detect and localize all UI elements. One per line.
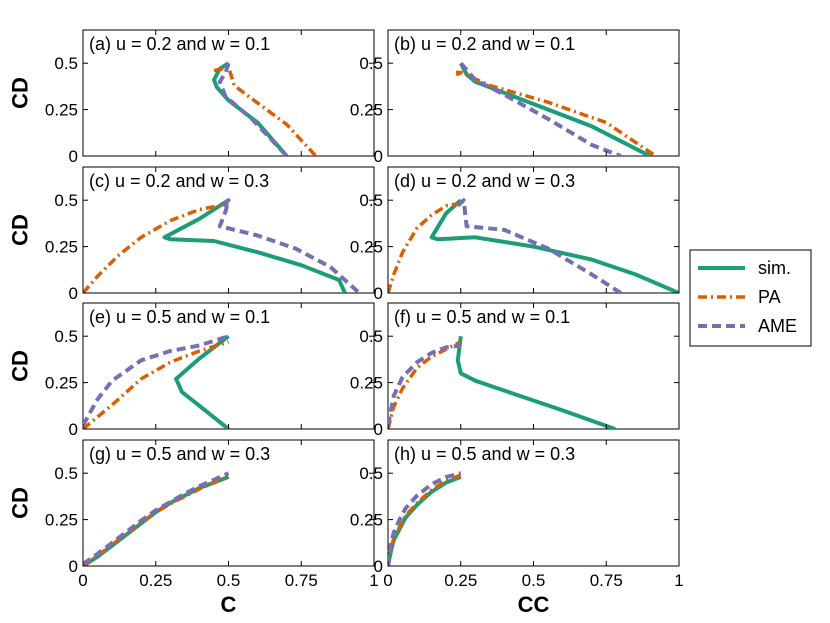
plot-frame: [387, 302, 680, 430]
x-tick-label: 1: [674, 571, 683, 590]
y-tick-label: 0: [69, 420, 78, 439]
y-tick-label: 0.5: [359, 327, 383, 346]
subplot-c: 0 0.25 0.5 (c) u = 0.2 and w = 0.3 CD: [8, 166, 375, 303]
y-tick-label: 0.25: [45, 374, 78, 393]
y-tick-label: 0.25: [45, 101, 78, 120]
subplot-title: (g) u = 0.5 and w = 0.3: [89, 444, 270, 464]
y-tick-label: 0.25: [45, 511, 78, 530]
subplot-title: (b) u = 0.2 and w = 0.1: [394, 34, 575, 54]
series-group: [388, 471, 462, 566]
x-tick-label: 0.25: [444, 571, 477, 590]
y-tick-label: 0: [69, 557, 78, 576]
series-line-sim: [429, 198, 679, 293]
y-tick-label: 0.5: [359, 191, 383, 210]
series-line-sim: [174, 334, 230, 429]
y-tick-label: 0.5: [54, 327, 78, 346]
y-tick-label: 0: [69, 147, 78, 166]
legend-label: AME: [758, 316, 797, 336]
legend-label: PA: [758, 287, 781, 307]
series-line-ame: [388, 471, 462, 566]
series-group: [388, 335, 616, 429]
series-group: [83, 471, 230, 566]
series-line-ame: [83, 471, 230, 566]
y-tick-label: 0.5: [359, 54, 383, 73]
subplot-title: (f) u = 0.5 and w = 0.1: [394, 307, 570, 327]
subplot-title: (d) u = 0.2 and w = 0.3: [394, 171, 575, 191]
x-tick-label: 0: [78, 571, 87, 590]
x-tick-label: 0.25: [139, 571, 172, 590]
legend-label: sim.: [758, 258, 791, 278]
subplot-e: 0 0.25 0.5 (e) u = 0.5 and w = 0.1 CD: [8, 302, 375, 439]
x-axis-title: C: [221, 592, 237, 617]
x-tick-label: 0.5: [522, 571, 546, 590]
series-group: [212, 61, 318, 156]
x-tick-label: 0: [383, 571, 392, 590]
y-tick-label: 0.25: [350, 511, 383, 530]
x-tick-label: 0.75: [590, 571, 623, 590]
series-line-ame: [456, 198, 622, 293]
y-tick-label: 0.25: [45, 238, 78, 257]
subplot-title: (a) u = 0.2 and w = 0.1: [89, 34, 270, 54]
series-line-ame: [388, 343, 462, 426]
x-tick-label: 1: [369, 571, 378, 590]
subplot-g: 0 0.25 0.5 0 0.25 0.5 0.75 1 (g) u = 0.5 and w =…: [8, 439, 379, 617]
plot-frame: [387, 29, 680, 157]
series-line-sim: [459, 62, 651, 156]
y-tick-label: 0.25: [350, 238, 383, 257]
y-axis-title: CD: [8, 350, 33, 382]
subplot-h: 0 0.25 0.5 0 0.25 0.5 0.75 1 (h) u = 0.5 and w =…: [350, 439, 684, 617]
subplot-f: 0 0.25 0.5 (f) u = 0.5 and w = 0.1: [350, 302, 680, 439]
legend: sim. PA AME: [689, 249, 812, 347]
y-tick-label: 0.5: [359, 464, 383, 483]
x-axis-title: CC: [518, 592, 550, 617]
series-line-pa: [388, 202, 459, 293]
series-line-ame: [217, 62, 289, 156]
series-line-sim: [455, 335, 616, 429]
series-group: [456, 61, 657, 156]
subplot-b: 0 0.25 0.5 (b) u = 0.2 and w = 0.1: [350, 29, 680, 166]
y-tick-label: 0.5: [54, 464, 78, 483]
y-tick-label: 0: [374, 147, 383, 166]
y-tick-label: 0.5: [54, 191, 78, 210]
series-line-sim: [162, 198, 347, 293]
y-tick-label: 0: [69, 284, 78, 303]
x-tick-label: 0.75: [285, 571, 318, 590]
series-group: [388, 198, 679, 293]
series-line-pa: [456, 70, 657, 156]
series-line-ame: [217, 198, 361, 293]
series-line-ame: [459, 61, 622, 156]
plot-frame: [387, 439, 680, 567]
series-line-pa: [83, 340, 230, 429]
subplot-title: (h) u = 0.5 and w = 0.3: [394, 444, 575, 464]
y-tick-label: 0.25: [350, 101, 383, 120]
series-group: [83, 198, 361, 293]
y-tick-label: 0: [374, 557, 383, 576]
subplot-d: 0 0.25 0.5 (d) u = 0.2 and w = 0.3: [350, 166, 680, 303]
plot-frame: [82, 29, 375, 157]
series-line-pa: [213, 65, 318, 156]
y-axis-title: CD: [8, 77, 33, 109]
y-axis-title: CD: [8, 487, 33, 519]
y-tick-label: 0: [374, 284, 383, 303]
y-axis-title: CD: [8, 214, 33, 246]
series-group: [83, 334, 230, 429]
subplot-title: (c) u = 0.2 and w = 0.3: [89, 171, 269, 191]
y-tick-label: 0: [374, 420, 383, 439]
subplot-title: (e) u = 0.5 and w = 0.1: [89, 307, 270, 327]
subplot-a: 0 0.25 0.5 (a) u = 0.2 and w = 0.1 CD: [8, 29, 375, 166]
y-tick-label: 0.5: [54, 54, 78, 73]
series-line-ame: [83, 334, 230, 427]
y-tick-label: 0.25: [350, 374, 383, 393]
series-line-pa: [83, 202, 229, 293]
x-tick-label: 0.5: [217, 571, 241, 590]
